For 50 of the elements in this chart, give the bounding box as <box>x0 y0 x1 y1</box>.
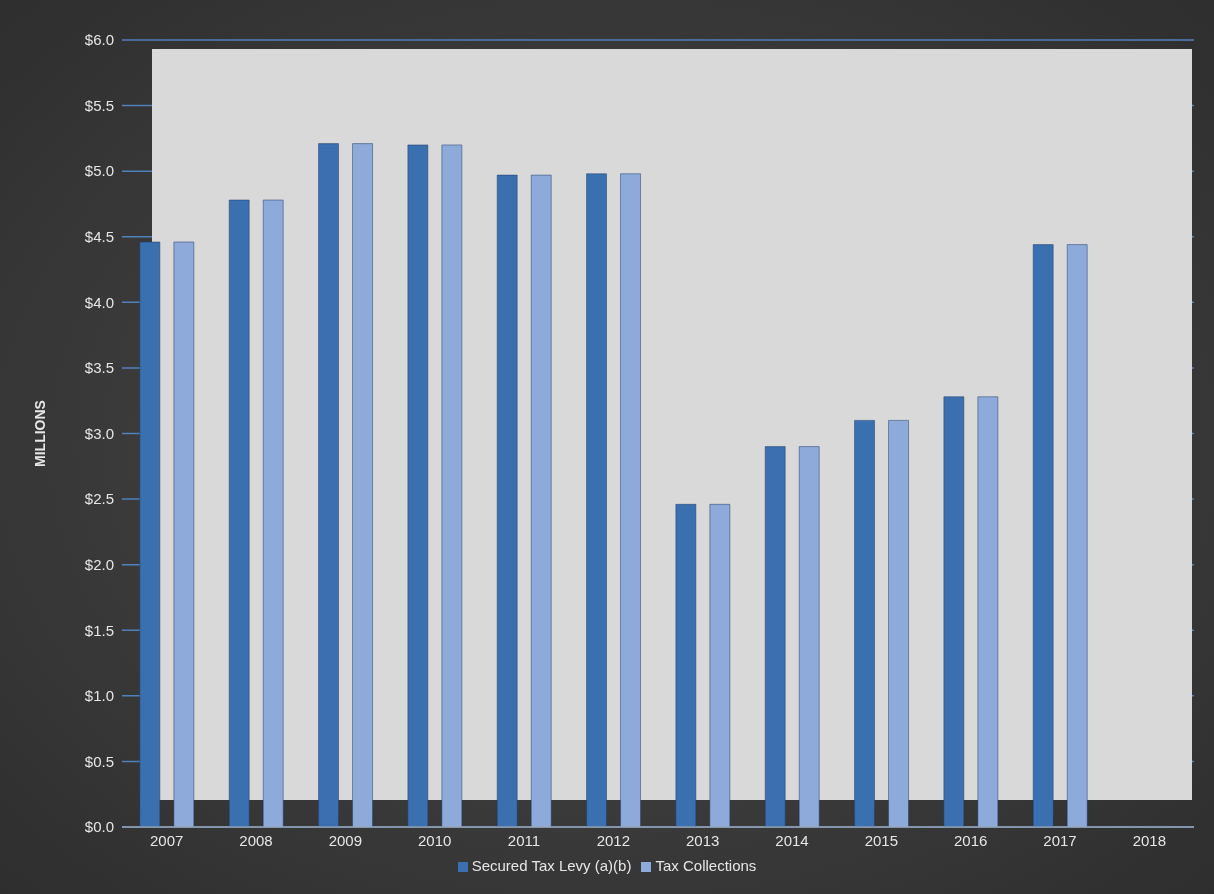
y-tick-label: $2.0 <box>84 555 114 573</box>
x-tick-label: 2015 <box>864 831 899 849</box>
y-axis-title: MILLIONS <box>31 400 48 467</box>
bar <box>709 504 731 827</box>
bar <box>407 144 429 827</box>
bar <box>620 173 641 827</box>
y-tick-label: $0.0 <box>84 818 114 836</box>
bar <box>530 174 552 827</box>
x-tick-label: 2009 <box>328 831 363 849</box>
bar <box>675 504 697 827</box>
bar <box>854 420 875 827</box>
bar <box>1066 244 1088 827</box>
bar <box>888 420 909 827</box>
bar <box>1032 244 1054 827</box>
bar <box>318 143 339 827</box>
x-tick-label: 2011 <box>507 831 541 849</box>
y-tick-label: $1.5 <box>84 621 114 639</box>
y-tick-label: $3.5 <box>84 359 114 377</box>
bar <box>139 241 161 827</box>
y-tick-label: $1.0 <box>84 687 114 705</box>
y-tick-label: $0.5 <box>84 752 114 770</box>
x-tick-label: 2017 <box>1043 831 1077 849</box>
bar <box>441 144 463 827</box>
y-tick-label: $3.0 <box>84 424 114 442</box>
y-tick-label: $4.0 <box>84 293 114 311</box>
y-tick-label: $6.0 <box>84 31 114 49</box>
x-tick-label: 2007 <box>149 831 184 849</box>
bar <box>977 396 999 827</box>
bar <box>798 446 820 827</box>
bar <box>173 241 195 827</box>
bar <box>352 143 373 827</box>
bar <box>764 446 786 827</box>
bar <box>228 199 250 827</box>
x-tick-label: 2010 <box>417 831 452 849</box>
y-tick-label: $5.0 <box>84 162 114 180</box>
bar <box>943 396 965 827</box>
x-tick-label: 2008 <box>239 831 273 849</box>
x-tick-label: 2013 <box>685 831 720 849</box>
bar <box>496 174 518 827</box>
x-tick-label: 2014 <box>775 831 809 849</box>
y-tick-label: $4.5 <box>84 228 114 246</box>
x-tick-label: 2016 <box>953 831 988 849</box>
y-tick-label: $5.5 <box>84 96 114 114</box>
x-tick-label: 2012 <box>596 831 631 849</box>
x-tick-label: 2018 <box>1132 831 1167 849</box>
legend-label: Secured Tax Levy (a)(b) <box>471 857 632 874</box>
legend-label: Tax Collections <box>655 857 757 874</box>
bar <box>262 199 284 827</box>
bar <box>586 173 607 827</box>
y-tick-label: $2.5 <box>84 490 114 508</box>
